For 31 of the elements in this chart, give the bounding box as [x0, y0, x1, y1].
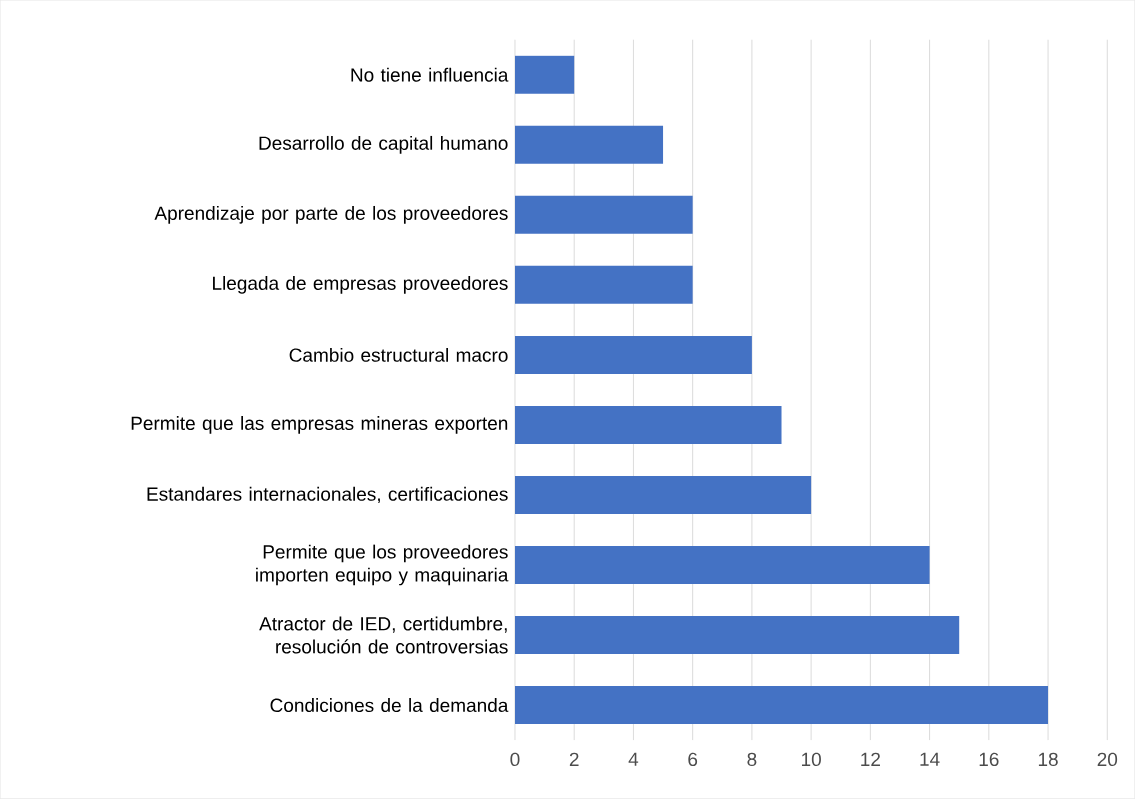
- bar: [514, 546, 930, 585]
- bar: [514, 195, 693, 234]
- y-tick-label: Condiciones de la demanda: [270, 698, 509, 713]
- bar: [514, 616, 960, 655]
- x-tick-label: 4: [628, 752, 639, 766]
- y-tick-label: Llegada de empresas proveedores: [213, 276, 508, 294]
- x-tick-label: 16: [979, 752, 999, 767]
- y-tick-label: Permite que las empresas mineras exporten: [131, 416, 508, 434]
- x-tick-label: 14: [920, 752, 940, 766]
- bar: [514, 406, 782, 445]
- x-tick-label: 18: [1038, 752, 1058, 767]
- x-tick-label: 6: [688, 752, 698, 767]
- y-tick-label: Desarrollo de capital humano: [259, 136, 508, 154]
- y-tick-label: Aprendizaje por parte de los proveedores: [154, 206, 508, 224]
- y-tick-label: Cambio estructural macro: [289, 348, 508, 362]
- bar: [514, 265, 693, 304]
- x-tick-label: 2: [569, 752, 579, 766]
- bar: [514, 55, 575, 94]
- x-tick-label: 0: [510, 752, 520, 767]
- bar: [514, 686, 1049, 725]
- y-tick-label: No tiene influencia: [351, 67, 509, 82]
- y-tick-label: Estandares internacionales, certificaciones: [147, 486, 508, 504]
- y-tick-label: Atractor de IED, certidumbre, resolución de controversias: [259, 616, 508, 654]
- bar: [514, 335, 752, 374]
- bar: [514, 125, 664, 164]
- x-tick-label: 10: [802, 752, 821, 767]
- y-tick-label: Permite que los proveedores importen equipo y maquinaria: [256, 544, 509, 586]
- x-tick-label: 8: [747, 752, 757, 767]
- x-tick-label: 20: [1097, 752, 1118, 767]
- x-tick-label: 12: [861, 752, 880, 766]
- bar: [514, 476, 812, 515]
